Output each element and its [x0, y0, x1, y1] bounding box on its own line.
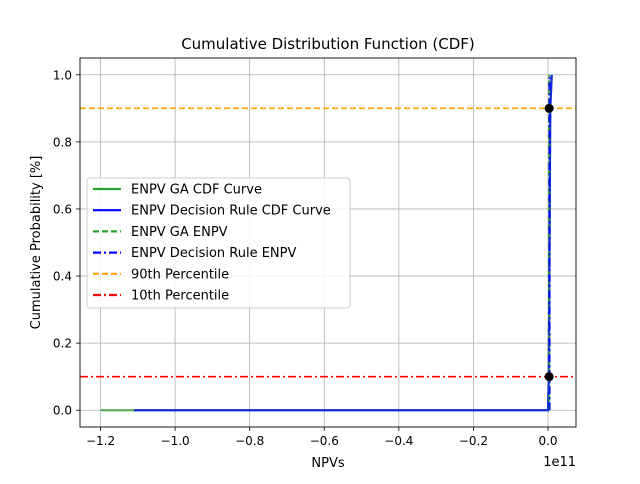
x-axis-offset-label: 1e11: [543, 455, 576, 470]
markers: [544, 103, 554, 382]
legend-entry: ENPV GA ENPV: [131, 225, 228, 240]
y-tick-label: 1.0: [53, 68, 72, 82]
chart-title: Cumulative Distribution Function (CDF): [181, 35, 475, 53]
legend-entry: ENPV Decision Rule ENPV: [131, 246, 296, 261]
x-tick-label: −0.4: [384, 434, 413, 448]
x-tick-label: −0.6: [310, 434, 339, 448]
x-tick-label: −0.8: [235, 434, 264, 448]
legend-entry: 90th Percentile: [131, 267, 229, 282]
x-axis-label: NPVs: [311, 456, 344, 471]
y-tick-label: 0.0: [53, 404, 72, 418]
legend-box: [86, 177, 351, 309]
x-tick-label: −1.0: [161, 434, 190, 448]
legend-entry: 10th Percentile: [131, 289, 229, 304]
reference-lines: [80, 107, 576, 378]
legend-entry: ENPV Decision Rule CDF Curve: [131, 204, 331, 219]
x-tick-label: −0.2: [459, 434, 488, 448]
y-tick-label: 0.2: [53, 337, 72, 351]
series-lines: [100, 74, 553, 412]
x-tick-label: −1.2: [86, 434, 115, 448]
x-tick-label: 0.0: [538, 434, 557, 448]
legend-entry: ENPV GA CDF Curve: [131, 183, 262, 198]
marker-point: [544, 103, 554, 113]
legend: ENPV GA CDF Curve ENPV Decision Rule CDF …: [86, 177, 351, 309]
axis-ticks: −1.2 −1.0 −0.8 −0.6 −0.4 −0.2 0.0 0.0 0.2 0.4 0.6 0…: [53, 68, 558, 448]
y-tick-label: 0.4: [53, 270, 72, 284]
plot-frame: [79, 57, 577, 428]
y-axis-label: Cumulative Probability [%]: [29, 156, 44, 330]
marker-point: [544, 372, 554, 382]
y-tick-label: 0.8: [53, 135, 72, 149]
y-tick-label: 0.6: [53, 202, 72, 216]
